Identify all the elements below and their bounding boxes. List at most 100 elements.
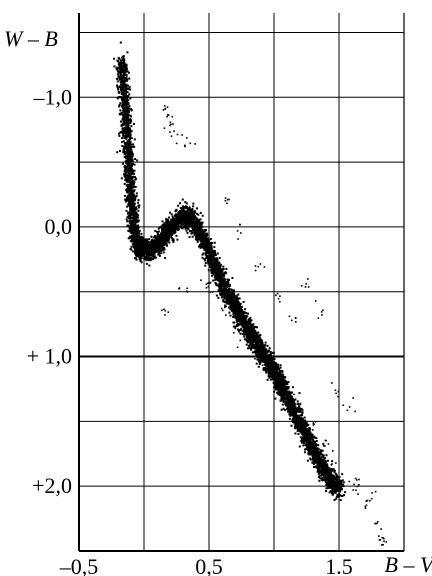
scatter-point	[158, 249, 161, 252]
scatter-point	[228, 287, 231, 290]
scatter-point	[212, 251, 215, 254]
scatter-point	[246, 325, 249, 328]
scatter-point	[124, 113, 127, 116]
scatter-point	[204, 229, 207, 232]
scatter-point	[216, 258, 219, 261]
scatter-point	[252, 344, 255, 347]
scatter-point	[181, 221, 184, 224]
scatter-point	[126, 121, 129, 124]
scatter-point	[124, 101, 127, 104]
scatter-point	[129, 216, 132, 219]
scatter-point	[126, 154, 129, 157]
scatter-point	[138, 236, 141, 239]
scatter-point	[265, 354, 268, 357]
scatter-point	[116, 80, 119, 83]
scatter-point	[132, 244, 135, 247]
scatter-point	[132, 235, 135, 238]
scatter-point	[237, 293, 240, 296]
scatter-point	[169, 231, 172, 234]
scatter-point	[129, 145, 132, 148]
scatter-point	[252, 335, 255, 338]
scatter-point	[266, 362, 269, 365]
scatter-point	[229, 294, 232, 297]
scatter-point	[235, 310, 238, 313]
scatter-point	[167, 222, 170, 225]
scatter-point	[190, 222, 193, 225]
scatter-point	[262, 352, 265, 355]
scatter-point	[229, 292, 232, 295]
scatter-point	[253, 355, 256, 358]
scatter-point	[276, 379, 279, 382]
scatter-point	[216, 274, 219, 277]
scatter-point	[146, 239, 149, 242]
scatter-point	[240, 305, 243, 308]
scatter-point	[217, 277, 220, 280]
scatter-point	[171, 226, 174, 229]
scatter-point	[140, 261, 143, 264]
scatter-point	[219, 290, 222, 293]
scatter-point	[126, 103, 128, 106]
scatter-point	[118, 134, 121, 137]
scatter-point	[192, 221, 195, 224]
scatter-point	[190, 224, 193, 227]
scatter-point	[123, 94, 126, 97]
scatter-point	[270, 370, 273, 373]
scatter-point	[158, 254, 161, 257]
scatter-point	[218, 261, 221, 264]
scatter-point	[118, 132, 121, 135]
scatter-point	[249, 341, 252, 344]
scatter-point	[253, 339, 256, 342]
scatter-point	[130, 151, 133, 154]
scatter-point	[204, 264, 207, 267]
scatter-point	[217, 267, 220, 270]
scatter-point	[123, 153, 126, 156]
scatter-point	[191, 215, 194, 218]
scatter-point	[195, 230, 198, 233]
scatter-point	[208, 255, 211, 258]
scatter-point	[125, 178, 128, 180]
scatter-point	[140, 242, 143, 245]
scatter-point	[129, 133, 132, 136]
scatter-point	[163, 243, 166, 246]
scatter-point	[267, 367, 270, 370]
scatter-point	[121, 56, 124, 59]
scatter-point	[257, 340, 260, 343]
scatter-point	[191, 231, 194, 234]
scatter-point	[128, 187, 131, 190]
scatter-point	[224, 288, 227, 291]
scatter-point	[131, 170, 134, 173]
scatter-point	[132, 185, 135, 188]
scatter-point	[256, 358, 259, 361]
scatter-point	[263, 363, 266, 366]
scatter-point	[156, 235, 159, 238]
scatter-point	[159, 241, 162, 244]
scatter-point	[172, 219, 175, 222]
scatter-point	[117, 75, 120, 78]
scatter-point	[216, 268, 219, 271]
scatter-point	[128, 236, 131, 239]
scatter-point	[231, 294, 234, 297]
scatter-point	[133, 199, 136, 202]
scatter-point	[153, 247, 156, 250]
scatter-point	[198, 224, 201, 227]
scatter-point	[209, 237, 212, 240]
scatter-point	[150, 252, 153, 255]
scatter-point	[131, 221, 134, 224]
scatter-point	[135, 243, 138, 246]
scatter-point	[177, 204, 180, 207]
scatter-point	[132, 212, 135, 215]
scatter-point	[127, 202, 130, 205]
scatter-point	[146, 245, 149, 248]
scatter-point	[163, 248, 166, 251]
scatter-point	[161, 233, 164, 236]
scatter-point	[173, 231, 176, 234]
scatter-point	[181, 227, 184, 230]
scatter-point	[186, 227, 189, 230]
scatter-point	[127, 108, 130, 111]
scatter-point	[222, 290, 225, 293]
scatter-point	[167, 232, 170, 235]
scatter-point	[231, 309, 234, 312]
scatter-point	[214, 278, 217, 281]
scatter-point	[252, 346, 255, 349]
scatter-point	[206, 254, 209, 257]
